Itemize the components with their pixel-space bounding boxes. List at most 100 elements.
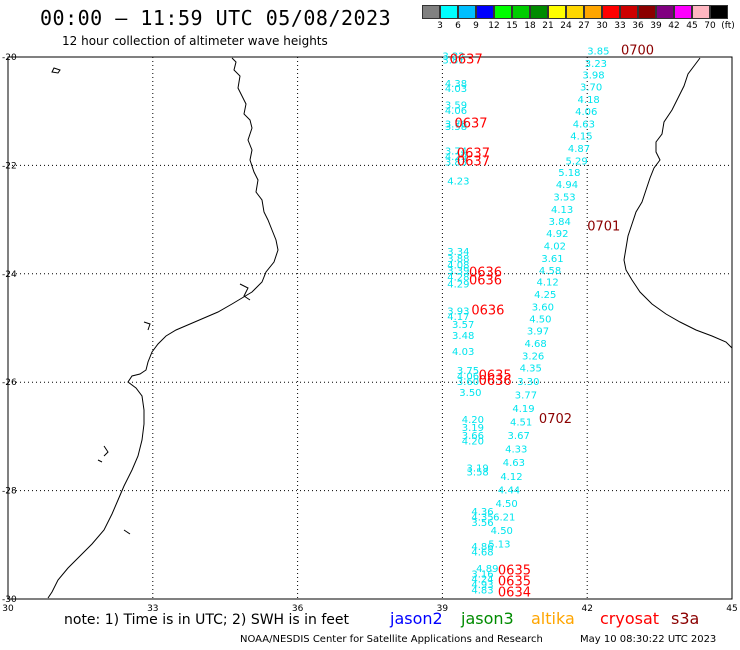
swh-value-label: 3.56 <box>471 518 493 529</box>
swh-value-label: 4.29 <box>447 279 469 290</box>
color-scale-label: 39 <box>650 21 662 31</box>
swh-value-label: 3.74 <box>445 147 467 158</box>
swh-value-label: 3.93 <box>447 306 469 317</box>
swh-value-label: 3.78 <box>445 119 467 130</box>
track-time-label: 0637 <box>454 116 487 131</box>
satellite-legend-s3a: s3a <box>671 609 700 628</box>
swh-value-label: 4.06 <box>575 107 597 118</box>
swh-value-label: 3.59 <box>445 100 467 111</box>
longitude-tick-label: 45 <box>726 604 737 614</box>
color-scale-bar <box>422 5 728 19</box>
swh-value-label: 4.68 <box>524 339 546 350</box>
swh-value-label: 5.13 <box>488 540 510 551</box>
swh-value-label: 3.58 <box>445 122 467 133</box>
color-scale-cell <box>584 5 602 19</box>
swh-value-label: 4.18 <box>578 95 600 106</box>
swh-value-label: 4.19 <box>512 404 534 415</box>
swh-value-label: 3.58 <box>467 467 489 478</box>
color-scale-label: 27 <box>578 21 590 31</box>
track-time-label: 0636 <box>469 274 502 289</box>
color-scale-label: (ft) <box>721 21 735 31</box>
swh-value-label: 3.53 <box>553 193 575 204</box>
swh-value-label: 4.87 <box>568 144 590 155</box>
grid-lines <box>7 56 733 600</box>
color-scale-label: 6 <box>455 21 461 31</box>
swh-value-label: 4.03 <box>445 84 467 95</box>
swh-value-label: 4.68 <box>471 548 493 559</box>
swh-value-label: 4.17 <box>447 312 469 323</box>
color-scale-label: 33 <box>614 21 626 31</box>
swh-value-label: 3.57 <box>452 320 474 331</box>
swh-value-label: 3.75 <box>457 366 479 377</box>
color-scale-cell <box>512 5 530 19</box>
longitude-tick-label: 42 <box>581 604 592 614</box>
track-time-label: 0635 <box>479 368 512 383</box>
color-scale-cell <box>440 5 458 19</box>
swh-value-label: 3.77 <box>515 390 537 401</box>
map-frame <box>7 56 733 600</box>
swh-value-label: 3.60 <box>532 303 554 314</box>
color-scale-label: 42 <box>668 21 680 31</box>
longitude-tick-label: 33 <box>147 604 158 614</box>
swh-value-label: 3.32 <box>442 52 464 63</box>
swh-value-label: 4.24 <box>471 575 493 586</box>
color-scale-label: 36 <box>632 21 644 31</box>
color-scale-label: 18 <box>524 21 536 31</box>
swh-value-label: 3.88 <box>447 254 469 265</box>
latitude-tick-label: -26 <box>2 378 17 388</box>
swh-value-label: 3.81 <box>442 56 464 67</box>
swh-value-label: 4.63 <box>573 119 595 130</box>
swh-value-label: 3.83 <box>445 157 467 168</box>
swh-value-label: 4.23 <box>447 176 469 187</box>
swh-value-label: 3.60 <box>457 377 479 388</box>
swh-value-label: 3.34 <box>447 247 469 258</box>
swh-value-label: 4.51 <box>510 418 532 429</box>
swh-value-label: 3.84 <box>549 217 571 228</box>
swh-value-label: 5.18 <box>558 168 580 179</box>
swh-value-label: 3.23 <box>585 59 607 70</box>
swh-value-label: 4.13 <box>551 205 573 216</box>
color-scale-label: 70 <box>704 21 716 31</box>
swh-value-label: 4.35 <box>520 363 542 374</box>
swh-value-label: 6.21 <box>493 512 515 523</box>
swh-value-label: 4.15 <box>570 131 592 142</box>
track-time-label: 0701 <box>587 219 620 234</box>
swh-value-label: 3.50 <box>459 388 481 399</box>
track-time-label: 0636 <box>479 374 512 389</box>
track-time-label: 0636 <box>471 303 504 318</box>
color-scale-labels: 3 6 9 12 15 18 21 24 27 30 33 36 39 42 45 70 (ft) <box>422 21 740 33</box>
satellite-legend-jason2: jason2 <box>390 609 443 628</box>
swh-value-label: 4.92 <box>546 229 568 240</box>
africa-coastline <box>47 57 279 599</box>
swh-value-label: 4.89 <box>476 564 498 575</box>
swh-value-label: 3.98 <box>582 71 604 82</box>
swh-value-label: 4.29 <box>445 152 467 163</box>
swh-value-label: 3.19 <box>462 423 484 434</box>
swh-value-label: 3.66 <box>462 431 484 442</box>
color-scale-cell <box>476 5 494 19</box>
swh-value-label: 4.36 <box>471 507 493 518</box>
footer-timestamp: May 10 08:30:22 UTC 2023 <box>580 634 717 645</box>
color-scale-label: 15 <box>506 21 518 31</box>
swh-value-label: 3.26 <box>522 351 544 362</box>
swh-value-label: 4.25 <box>534 290 556 301</box>
track-time-label: 0634 <box>498 585 531 600</box>
color-scale-label: 9 <box>473 21 479 31</box>
color-scale-label: 21 <box>542 21 554 31</box>
satellite-legend-jason3: jason3 <box>461 609 514 628</box>
satellite-legend-altika: altika <box>531 609 575 628</box>
swh-value-label: 3.48 <box>452 331 474 342</box>
swh-value-label: 3.61 <box>541 254 563 265</box>
color-scale-label: 30 <box>596 21 608 31</box>
madagascar-coastline <box>623 57 733 349</box>
swh-value-label: 4.12 <box>537 278 559 289</box>
swh-value-label: 3.16 <box>471 569 493 580</box>
color-scale-cell <box>620 5 638 19</box>
color-scale-cell <box>566 5 584 19</box>
track-time-label: 0702 <box>539 412 572 427</box>
swh-value-label: 3.97 <box>527 327 549 338</box>
longitude-tick-label: 39 <box>437 604 449 614</box>
swh-value-label: 4.58 <box>539 266 561 277</box>
swh-value-label: 4.35 <box>471 512 493 523</box>
color-scale-label: 24 <box>560 21 572 31</box>
